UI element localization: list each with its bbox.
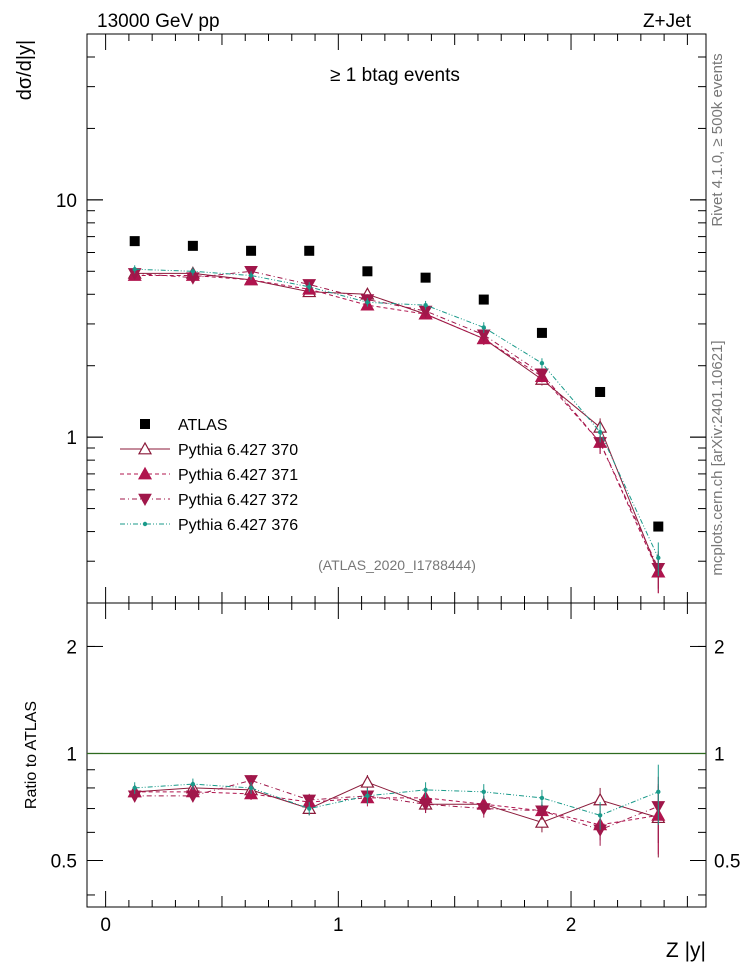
- main-data-point: [187, 240, 198, 251]
- main-data-point: [597, 429, 603, 435]
- rivet-note: Rivet 4.1.0, ≥ 500k events: [709, 53, 726, 226]
- selection-label: ≥ 1 btag events: [330, 65, 460, 86]
- legend-label: Pythia 6.427 372: [178, 492, 298, 509]
- main-ytick-label: 10: [56, 191, 77, 212]
- ratio-data-point: [360, 775, 375, 788]
- ratio-data-point: [186, 790, 200, 803]
- ratio-data-point: [539, 795, 545, 801]
- collision-label: 13000 GeV pp: [97, 11, 220, 32]
- ratio-series-line: [134, 781, 659, 823]
- legend-entry-1: Pythia 6.427 370: [120, 441, 298, 459]
- legend-label: Pythia 6.427 370: [178, 442, 298, 459]
- mcplots-note: mcplots.cern.ch [arXiv:2401.10621]: [709, 340, 726, 575]
- ratio-data-point: [307, 806, 312, 811]
- ratio-data-point: [476, 803, 491, 816]
- legend: ATLAS Pythia 6.427 370 Pythia 6.427 371 Pyt…: [120, 417, 298, 534]
- main-data-point: [362, 266, 373, 277]
- ratio-data-point: [481, 789, 486, 795]
- ratio-data-point: [302, 794, 317, 808]
- ratio-xlabel: Z |y|: [666, 939, 706, 962]
- legend-label: Pythia 6.427 376: [178, 517, 298, 534]
- ratio-ytick-label-right: 2: [714, 637, 725, 658]
- main-data-point: [656, 555, 661, 561]
- main-data-point: [595, 386, 606, 397]
- ratio-series-line: [134, 779, 659, 831]
- legend-marker: [142, 521, 148, 527]
- ratio-data-point: [365, 793, 370, 799]
- main-data-point: [653, 521, 664, 532]
- main-series-4: [132, 265, 661, 576]
- main-data-point: [536, 327, 547, 338]
- ratio-data-point: [597, 813, 603, 818]
- ratio-frame: [86, 602, 707, 908]
- main-series-line: [134, 270, 659, 569]
- main-data-point: [539, 360, 545, 366]
- legend-marker: [137, 441, 153, 455]
- ratio-data-point: [132, 785, 137, 791]
- ratio-data-point: [190, 781, 196, 787]
- main-data-point: [481, 325, 486, 330]
- main-data-point: [248, 273, 254, 278]
- ratio-series-line: [134, 791, 659, 826]
- main-plot-panel: 1 10: [56, 33, 707, 604]
- ratio-data-point: [656, 789, 661, 795]
- ratio-data-point: [244, 775, 258, 788]
- ratio-ytick-label-right: 1: [714, 744, 725, 765]
- main-ylabel: dσ/d|y|: [14, 40, 36, 101]
- process-label: Z+Jet: [643, 11, 692, 32]
- legend-entry-4: Pythia 6.427 376: [120, 517, 298, 534]
- main-data-point: [420, 272, 431, 283]
- legend-label: ATLAS: [178, 417, 228, 434]
- ratio-ylabel: Ratio to ATLAS: [23, 701, 40, 809]
- ratio-xtick-label: 1: [333, 915, 344, 936]
- main-series-0: [129, 236, 664, 532]
- ratio-xtick-label: 2: [566, 915, 577, 936]
- ratio-data-point: [534, 815, 549, 828]
- ratio-data-point: [248, 785, 254, 791]
- main-data-point: [478, 294, 489, 305]
- main-data-point: [190, 269, 196, 274]
- ratio-ytick-label-right: 0.5: [714, 852, 740, 873]
- main-data-point: [423, 302, 428, 308]
- main-data-point: [535, 368, 549, 381]
- main-data-point: [304, 245, 315, 256]
- legend-entry-3: Pythia 6.427 372: [120, 492, 298, 509]
- legend-marker: [137, 466, 153, 480]
- legend-marker: [140, 419, 150, 429]
- main-series-line: [134, 268, 659, 559]
- ratio-ytick-label: 0.5: [51, 852, 77, 873]
- ratio-series-3: [132, 764, 661, 830]
- main-data-point: [365, 300, 370, 305]
- main-ytick-label: 1: [66, 428, 77, 449]
- legend-marker: [138, 493, 152, 507]
- ratio-data-point: [418, 798, 433, 812]
- main-data-point: [307, 284, 312, 290]
- ratio-xtick-label: 0: [100, 915, 111, 936]
- main-data-point: [246, 245, 257, 256]
- ratio-ytick-label: 1: [66, 744, 77, 765]
- main-data-point: [132, 267, 137, 272]
- ratio-series-line: [134, 783, 659, 816]
- main-series-line: [134, 274, 659, 573]
- legend-entry-0: ATLAS: [140, 417, 228, 434]
- analysis-id: (ATLAS_2020_I1788444): [318, 557, 476, 573]
- ratio-series-0: [127, 774, 666, 858]
- ratio-series-1: [127, 784, 666, 855]
- main-data-point: [129, 236, 140, 247]
- ratio-plot-panel: 0.5 0.5 1 1 2 2 0 1 2: [51, 602, 740, 936]
- legend-entry-2: Pythia 6.427 371: [120, 466, 298, 484]
- ratio-ytick-label: 2: [66, 637, 77, 658]
- ratio-data-point: [423, 787, 428, 793]
- main-series-line: [134, 272, 659, 573]
- legend-label: Pythia 6.427 371: [178, 467, 298, 484]
